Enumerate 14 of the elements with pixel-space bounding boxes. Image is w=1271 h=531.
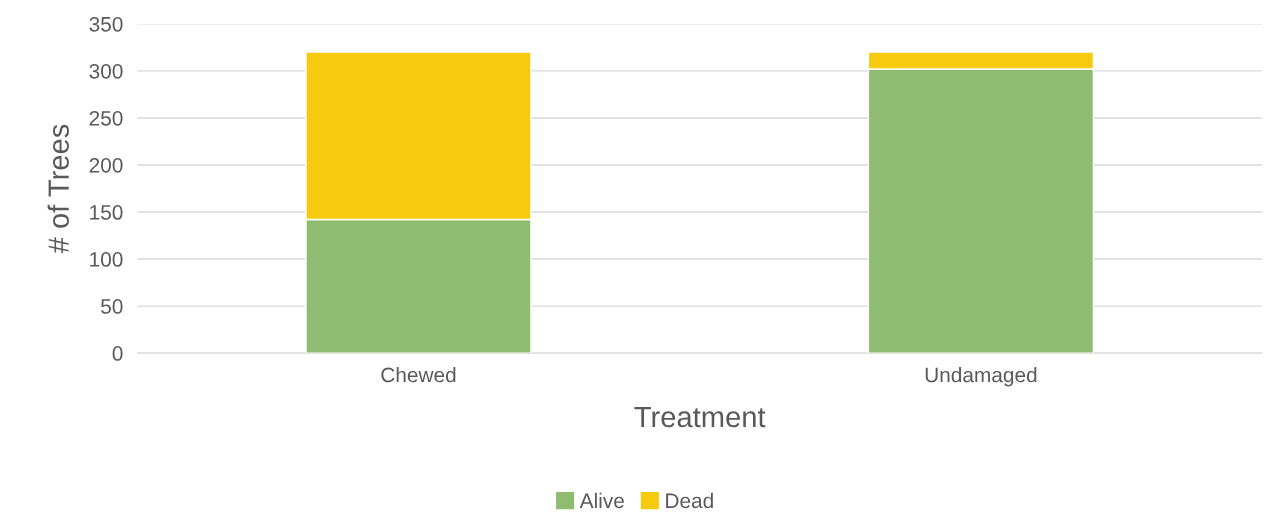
y-tick-label: 50 bbox=[101, 299, 123, 314]
legend-label: Alive bbox=[579, 492, 624, 509]
y-tick-label: 100 bbox=[90, 252, 123, 267]
x-tick-label: Undamaged bbox=[925, 367, 1037, 387]
y-tick-label: 0 bbox=[112, 346, 123, 361]
legend-label: Dead bbox=[666, 492, 713, 509]
y-tick-label: 150 bbox=[90, 205, 123, 220]
x-axis-title: Treatment bbox=[634, 406, 766, 428]
y-axis-title: # of Trees bbox=[47, 124, 69, 254]
y-tick-label: 200 bbox=[89, 157, 123, 173]
y-tick-label: 250 bbox=[89, 110, 123, 126]
y-tick-label: 350 bbox=[89, 16, 123, 32]
x-tick-label: Chewed bbox=[381, 367, 456, 383]
y-tick-label: 300 bbox=[89, 63, 123, 79]
